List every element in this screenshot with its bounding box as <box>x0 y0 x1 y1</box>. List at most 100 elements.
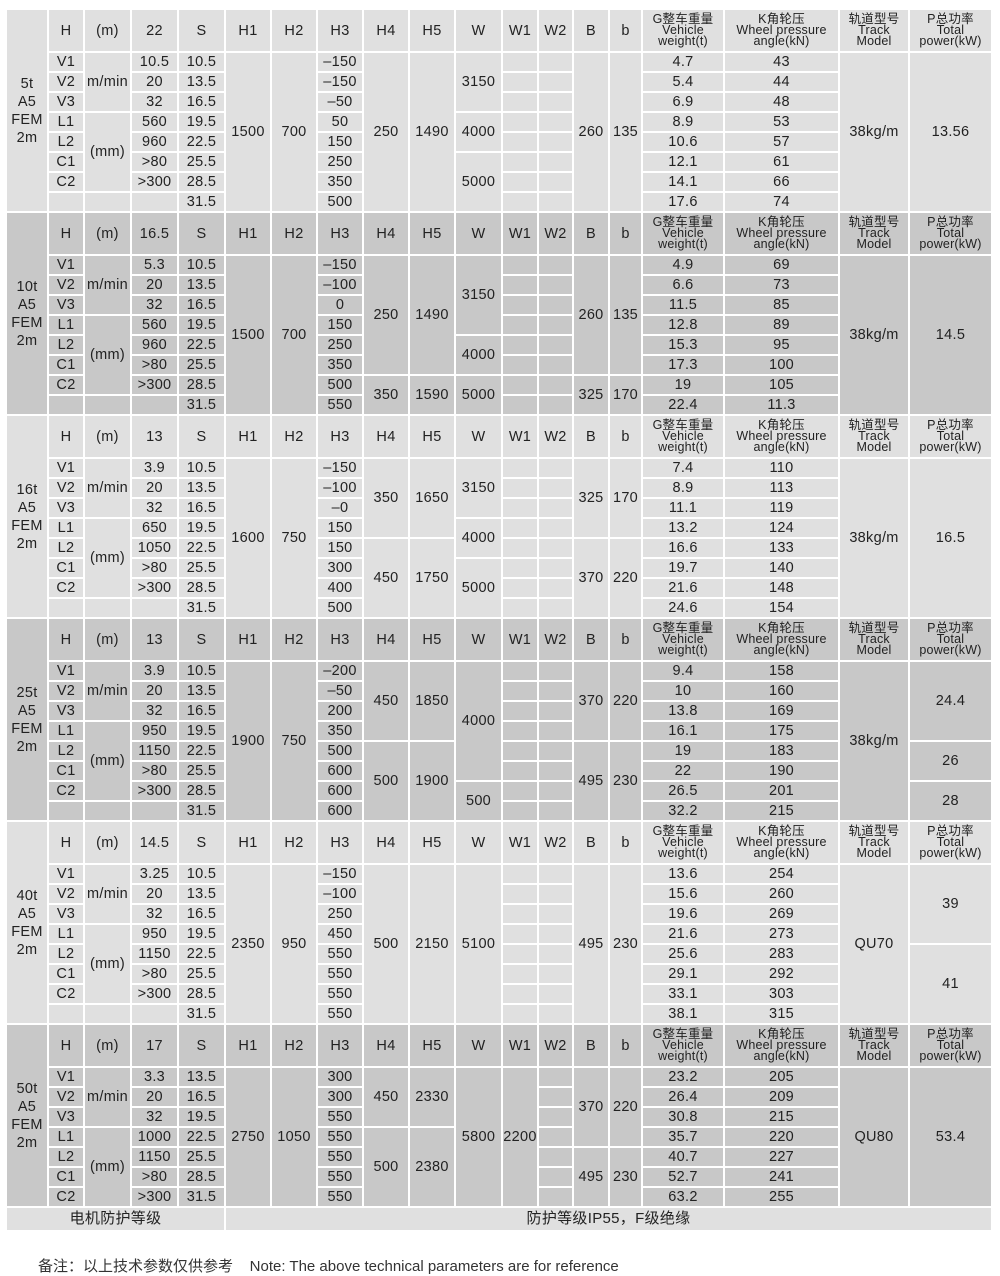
parameter-value: 3.9 <box>132 459 177 477</box>
header-total-power-line: power(kW) <box>919 34 982 48</box>
wheel-pressure: 154 <box>725 599 838 617</box>
capacity-label-line: 2m <box>16 129 38 146</box>
w-value: 4000 <box>456 113 501 151</box>
header-wheel-pressure-line: Wheel pressure <box>736 632 827 646</box>
row-code <box>49 1005 83 1023</box>
track-model: 38kg/m <box>840 662 908 820</box>
header-b: B <box>574 416 608 457</box>
w2-value <box>539 133 572 151</box>
s-value: 10.5 <box>179 53 224 71</box>
h1-value: 1500 <box>226 256 270 414</box>
parameter-value: 20 <box>132 1088 177 1106</box>
h5-value: 1490 <box>410 256 454 374</box>
h3-value: 350 <box>318 722 362 740</box>
w2-value <box>539 93 572 111</box>
w2-value <box>539 945 572 963</box>
wheel-pressure: 105 <box>725 376 838 394</box>
w2-value <box>539 316 572 334</box>
track-model: QU70 <box>840 865 908 1023</box>
w1-value <box>503 73 537 91</box>
w2-value <box>539 519 572 537</box>
parameter-value: 950 <box>132 722 177 740</box>
w2-value <box>539 905 572 923</box>
vehicle-weight: 24.6 <box>643 599 723 617</box>
vehicle-weight: 19 <box>643 376 723 394</box>
table-row: V1 m/min 3.9 10.5 1900 750 –200 450 1850 4000 370 2… <box>7 662 991 820</box>
header-total-power-line: Total <box>936 429 965 443</box>
table-row: V2 20 13.5 –50 10 160 <box>7 682 991 700</box>
h3-value: 550 <box>318 1128 362 1146</box>
w-value: 5000 <box>456 153 501 211</box>
total-power: 24.4 <box>910 662 991 740</box>
header-wheel-pressure-line: K角轮压 <box>758 621 805 635</box>
h3-value: 600 <box>318 762 362 780</box>
h3-value: 250 <box>318 336 362 354</box>
s-value: 16.5 <box>179 296 224 314</box>
total-power: 53.4 <box>910 1068 991 1206</box>
s-value: 31.5 <box>179 396 224 414</box>
vehicle-weight: 4.9 <box>643 256 723 274</box>
header-unit: (m) <box>85 10 130 51</box>
w2-value <box>539 1188 572 1206</box>
parameter-value <box>132 599 177 617</box>
wheel-pressure: 255 <box>725 1188 838 1206</box>
unit-length: (mm) <box>85 925 130 1003</box>
s-value: 13.5 <box>179 885 224 903</box>
header-vehicle-weight-line: Vehicle <box>662 23 704 37</box>
row-code: V2 <box>49 479 83 497</box>
w1-value <box>503 802 537 820</box>
w1-value <box>503 396 537 414</box>
header-wheel-pressure-line: K角轮压 <box>758 824 805 838</box>
vehicle-weight: 14.1 <box>643 173 723 191</box>
w2-value <box>539 985 572 1003</box>
table-row: C1 >80 25.5 600 22 190 <box>7 762 991 780</box>
header-h1: H1 <box>226 10 270 51</box>
h4-value: 250 <box>364 256 408 374</box>
w1-value <box>503 53 537 71</box>
header-h2: H2 <box>272 10 316 51</box>
s-value: 13.5 <box>179 276 224 294</box>
w1-value <box>503 173 537 191</box>
h3-value: 300 <box>318 1068 362 1086</box>
lift-height-value: 22 <box>132 10 177 51</box>
header-track-model-line: Track <box>858 23 890 37</box>
s-value: 25.5 <box>179 965 224 983</box>
parameter-value <box>132 1005 177 1023</box>
w-value: 500 <box>456 782 501 820</box>
header-wheel-pressure-line: angle(kN) <box>753 34 810 48</box>
row-code: L1 <box>49 925 83 943</box>
table-row: L1 (mm) 560 19.5 50 4000 8.9 53 <box>7 113 991 191</box>
header-w1: W1 <box>503 213 537 254</box>
header-w1: W1 <box>503 822 537 863</box>
header-h3: H3 <box>318 416 362 457</box>
header-track-model-line: 轨道型号 <box>848 621 900 635</box>
h1-value: 2750 <box>226 1068 270 1206</box>
h3-value: –150 <box>318 256 362 274</box>
row-code: C1 <box>49 153 83 171</box>
lift-height-value: 13 <box>132 416 177 457</box>
header-total-power-line: P总功率 <box>927 12 974 26</box>
vehicle-weight: 12.8 <box>643 316 723 334</box>
header-wheel-pressure: K角轮压 Wheel pressure angle(kN) <box>725 213 838 254</box>
footer-row: 电机防护等级 防护等级IP55，F级绝缘 <box>7 1208 991 1230</box>
parameter-value: 32 <box>132 93 177 111</box>
table-row: C2 >300 28.5 600 500 26.5 201 28 <box>7 782 991 820</box>
header-h4: H4 <box>364 822 408 863</box>
capacity-label-line: FEM <box>11 1116 43 1133</box>
header-vehicle-weight: G整车重量 Vehicle weight(t) <box>643 416 723 457</box>
row-code: L1 <box>49 316 83 334</box>
w2-value <box>539 682 572 700</box>
vehicle-weight: 52.7 <box>643 1168 723 1186</box>
header-wheel-pressure-line: angle(kN) <box>753 237 810 251</box>
header-vehicle-weight-line: Vehicle <box>662 226 704 240</box>
s-value: 22.5 <box>179 336 224 354</box>
header-h1: H1 <box>226 619 270 660</box>
header-h2: H2 <box>272 1025 316 1066</box>
header-vehicle-weight: G整车重量 Vehicle weight(t) <box>643 1025 723 1066</box>
table-row: C2 >300 28.5 400 21.6 148 <box>7 579 991 597</box>
header-h5: H5 <box>410 1025 454 1066</box>
unit-speed: m/min <box>85 865 130 923</box>
header-total-power-line: P总功率 <box>927 215 974 229</box>
wheel-pressure: 315 <box>725 1005 838 1023</box>
w-value: 3150 <box>456 53 501 111</box>
